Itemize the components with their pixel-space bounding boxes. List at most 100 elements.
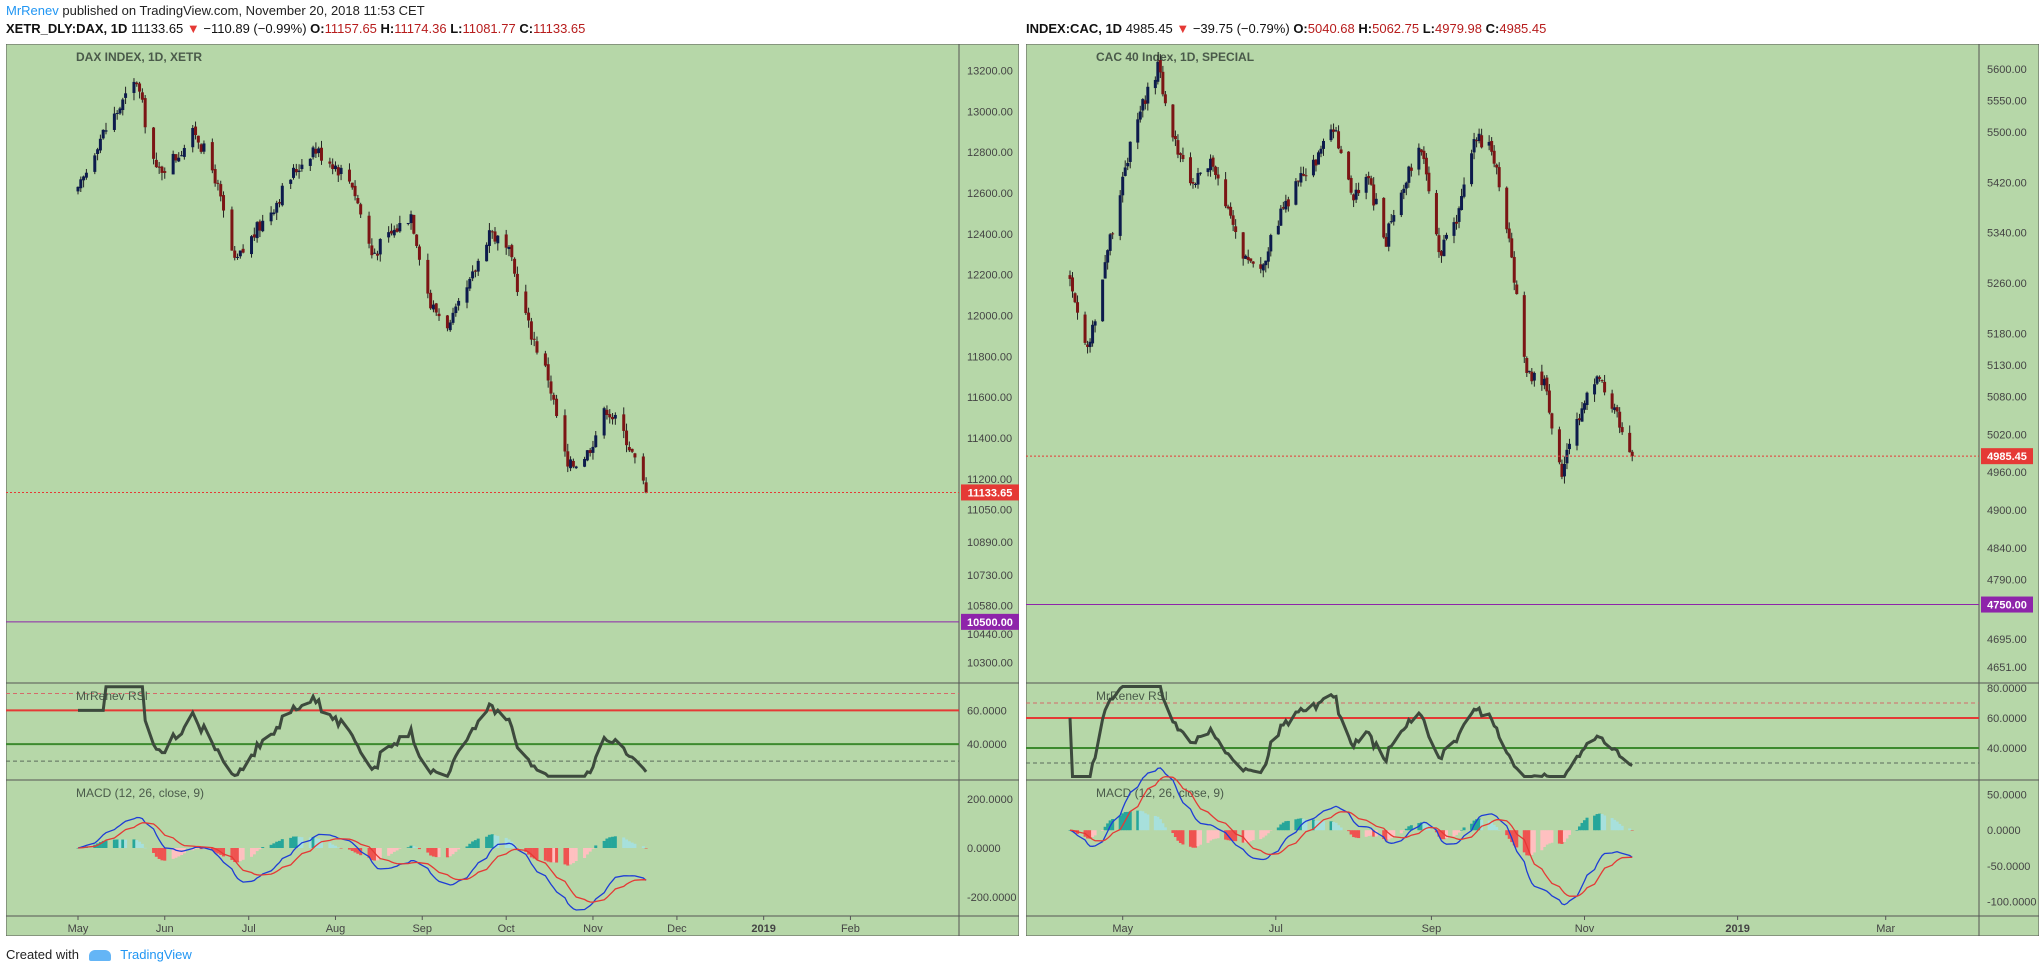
- macd-histogram-bar: [294, 836, 298, 848]
- candle-up: [392, 229, 396, 236]
- author-link[interactable]: MrRenev: [6, 3, 59, 18]
- candle-up: [569, 459, 573, 469]
- candle-up: [191, 128, 195, 148]
- macd-histogram-bar: [1630, 830, 1634, 831]
- candle-down: [605, 409, 609, 415]
- candle-up: [1146, 86, 1150, 104]
- macd-title: MACD (12, 26, close, 9): [76, 786, 204, 800]
- candle-down: [213, 169, 217, 184]
- candle-up: [1364, 176, 1368, 193]
- macd-histogram-bar: [1146, 814, 1150, 831]
- candle-up: [1126, 162, 1130, 167]
- candle-down: [222, 195, 226, 211]
- dax-symbol[interactable]: XETR_DLY:DAX, 1D: [6, 21, 128, 36]
- candle-up: [1108, 234, 1112, 251]
- macd-histogram-bar: [1321, 821, 1325, 831]
- macd-histogram-bar: [250, 848, 254, 857]
- rsi-line: [1068, 685, 1633, 779]
- candle-down: [1339, 149, 1343, 153]
- macd-histogram-bar: [236, 848, 240, 863]
- candle-down: [549, 381, 553, 394]
- macd-tick-label: 50.0000: [1987, 790, 2027, 802]
- candle-down: [1304, 175, 1308, 177]
- macd-histogram-bar: [1214, 830, 1218, 839]
- candle-up: [84, 172, 88, 178]
- candle-up: [1196, 173, 1200, 185]
- candle-up: [1527, 370, 1531, 372]
- candle-down: [1530, 371, 1534, 382]
- macd-histogram-bar: [1244, 830, 1248, 843]
- candle-down: [1384, 237, 1388, 247]
- candle-down: [625, 430, 629, 446]
- macd-histogram-bar: [261, 847, 265, 848]
- macd-histogram-bar: [535, 848, 539, 860]
- macd-histogram-bar: [1628, 828, 1632, 831]
- macd-histogram-bar: [1264, 830, 1268, 836]
- macd-histogram-bar: [1126, 811, 1130, 831]
- macd-histogram-bar: [1176, 830, 1180, 841]
- macd-histogram-bar: [1600, 813, 1604, 831]
- candle-up: [121, 99, 125, 111]
- cac-symbol[interactable]: INDEX:CAC, 1D: [1026, 21, 1123, 36]
- macd-histogram-bar: [252, 848, 256, 855]
- candle-up: [406, 223, 410, 225]
- candle-down: [1163, 94, 1167, 104]
- macd-histogram-bar: [552, 848, 556, 863]
- candle-up: [1319, 148, 1323, 154]
- macd-histogram-bar: [1173, 830, 1177, 838]
- macd-histogram-bar: [138, 841, 142, 848]
- macd-histogram-bar: [1540, 830, 1544, 851]
- macd-histogram-bar: [311, 837, 315, 848]
- candle-up: [250, 236, 254, 255]
- candle-up: [594, 435, 598, 448]
- macd-histogram-bar: [1593, 815, 1597, 831]
- macd-histogram-bar: [1580, 822, 1584, 831]
- macd-histogram-bar: [98, 842, 102, 848]
- candle-down: [1211, 157, 1215, 167]
- candle-down: [1547, 390, 1551, 413]
- dax-chart[interactable]: 13200.00 13000.00 12800.00 12600.00 12400.00…: [6, 44, 1019, 936]
- macd-histogram-bar: [1093, 830, 1097, 836]
- candle-down: [627, 447, 631, 451]
- macd-histogram-bar: [350, 848, 354, 851]
- candle-down: [445, 315, 449, 329]
- chart-background: [1026, 44, 2039, 917]
- macd-histogram-bar: [378, 848, 382, 859]
- price-tick-label: 12000.00: [967, 311, 1013, 323]
- candle-down: [415, 234, 419, 246]
- last-price-label-box: [961, 484, 1019, 501]
- candle-down: [1525, 358, 1529, 373]
- candle-down: [1475, 140, 1479, 142]
- candle-up: [1106, 250, 1110, 263]
- candle-up: [115, 113, 119, 115]
- macd-histogram-bar: [1578, 826, 1582, 831]
- macd-histogram-bar: [527, 848, 531, 855]
- candle-down: [535, 341, 539, 353]
- candle-down: [1409, 167, 1413, 171]
- candle-up: [255, 222, 259, 239]
- macd-histogram-bar: [1364, 830, 1368, 837]
- macd-histogram-bar: [291, 836, 295, 848]
- macd-histogram-bar: [367, 848, 371, 858]
- macd-histogram-bar: [1530, 830, 1534, 855]
- price-tick-label: 4900.00: [1987, 505, 2027, 517]
- candle-down: [1083, 314, 1087, 343]
- macd-histogram-bar: [289, 837, 293, 848]
- candle-down: [1382, 197, 1386, 238]
- macd-histogram-bar: [1603, 815, 1607, 831]
- candle-down: [1357, 189, 1361, 194]
- candle-down: [199, 144, 203, 152]
- macd-histogram-bar: [465, 846, 469, 848]
- macd-histogram-bar: [112, 839, 116, 848]
- tradingview-link[interactable]: TradingView: [120, 947, 192, 962]
- candle-up: [485, 244, 489, 262]
- macd-histogram-bar: [1389, 830, 1393, 839]
- candle-up: [180, 155, 184, 157]
- candle-up: [487, 230, 491, 246]
- macd-histogram-bar: [1314, 820, 1318, 831]
- macd-histogram-bar: [1615, 821, 1619, 831]
- cac-chart[interactable]: 5600.00 5550.00 5500.00 5420.00 5340.00 5260.…: [1026, 44, 2039, 936]
- macd-histogram-bar: [308, 837, 312, 848]
- candle-up: [457, 300, 461, 306]
- candle-down: [1173, 136, 1177, 140]
